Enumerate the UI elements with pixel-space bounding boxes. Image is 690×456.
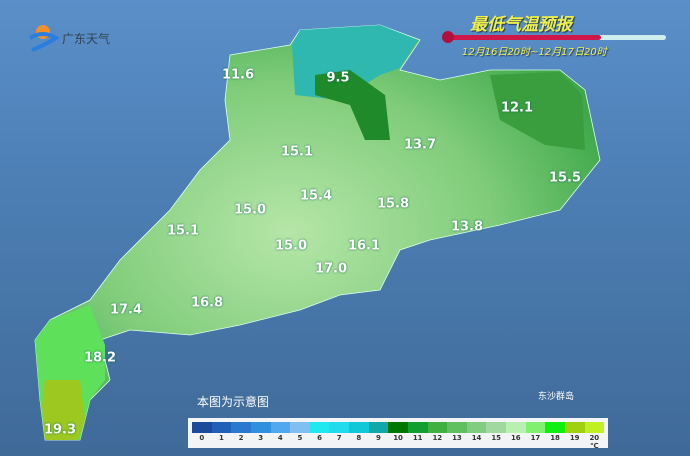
legend-label: 9 (376, 434, 381, 442)
logo-icon (26, 20, 60, 58)
temperature-value: 15.1 (280, 144, 314, 160)
temperature-value: 18.2 (83, 350, 117, 366)
legend-label: 14 (471, 434, 482, 442)
province-land (34, 24, 601, 441)
legend-swatch (486, 422, 506, 433)
temperature-value: 16.8 (190, 295, 224, 311)
logo-text: 广东天气 (62, 32, 111, 46)
legend-swatch (270, 422, 291, 433)
legend-swatches (192, 422, 605, 433)
legend-label: 11 (412, 434, 423, 442)
temperature-value: 15.4 (299, 188, 333, 204)
legend-label: 15 (491, 434, 502, 442)
time-progress-fill (448, 35, 601, 40)
legend-label: 10 (393, 434, 403, 442)
legend-label: 0 (199, 434, 205, 442)
legend-swatch (545, 422, 565, 433)
temperature-value: 17.4 (109, 302, 143, 318)
color-legend: 0 1 2 3 4 5 6 7 8 9 10 11 12 13 14 15 16 17 18 19 20 ℃ (188, 418, 608, 450)
legend-label: 8 (356, 434, 362, 442)
legend-swatch (211, 422, 232, 433)
temperature-value: 19.3 (43, 422, 77, 438)
legend-label: 2 (238, 434, 244, 442)
temperature-value: 13.8 (450, 219, 484, 235)
temperature-value: 15.5 (548, 170, 582, 186)
temperature-value: 15.0 (233, 202, 267, 218)
dongsha-islands-label: 东沙群岛 (538, 392, 575, 402)
legend-label: 5 (297, 434, 303, 442)
legend-label: 18 (550, 434, 560, 442)
schematic-note: 本图为示意图 (197, 395, 270, 409)
legend-swatch (290, 422, 310, 433)
legend-swatch (192, 422, 212, 433)
legend-label: 6 (317, 434, 322, 442)
legend-swatch (250, 422, 271, 433)
legend-swatch (368, 422, 389, 433)
legend-label: 7 (336, 434, 342, 442)
northeast-region (490, 72, 585, 150)
legend-label: 1 (219, 434, 224, 442)
temperature-value: 15.8 (376, 196, 410, 212)
legend-label: 19 (569, 434, 580, 442)
legend-label: 12 (432, 434, 443, 442)
legend-label: 20 ℃ (589, 434, 600, 450)
temperature-value: 12.1 (500, 100, 534, 116)
leizhou-warmest (42, 380, 85, 440)
time-progress-bar (448, 35, 666, 40)
temperature-value: 13.7 (403, 137, 437, 153)
legend-label: 13 (452, 434, 462, 442)
legend-label: 17 (530, 434, 541, 442)
temperature-value: 16.1 (347, 238, 381, 254)
temperature-value: 9.5 (326, 70, 350, 86)
legend-swatch (388, 422, 408, 433)
legend-swatch (506, 422, 526, 433)
map-title: 最低气温预报 (470, 15, 572, 35)
temperature-value: 15.1 (166, 223, 200, 239)
legend-swatch (349, 422, 369, 433)
legend-labels: 0 1 2 3 4 5 6 7 8 9 10 11 12 13 14 15 16 17 18 19 20 ℃ (192, 434, 604, 450)
legend-swatch (427, 422, 448, 433)
temperature-value: 11.6 (221, 67, 255, 83)
dark-green-region (315, 70, 390, 140)
temperature-value: 15.0 (274, 238, 308, 254)
legend-label: 3 (258, 434, 264, 442)
forecast-period: 12月16日20时~12月17日20时 (462, 47, 607, 58)
legend-swatch (584, 422, 605, 433)
legend-label: 16 (510, 434, 521, 442)
temperature-value: 17.0 (314, 261, 348, 277)
legend-swatch (466, 422, 487, 433)
legend-swatch (309, 422, 330, 433)
legend-swatch (447, 422, 467, 433)
legend-swatch (525, 422, 546, 433)
legend-label: 4 (277, 434, 283, 442)
legend-swatch (564, 422, 585, 433)
legend-swatch (231, 422, 251, 433)
legend-swatch (329, 422, 349, 433)
legend-swatch (407, 422, 428, 433)
thermometer-bulb-icon (442, 31, 454, 43)
